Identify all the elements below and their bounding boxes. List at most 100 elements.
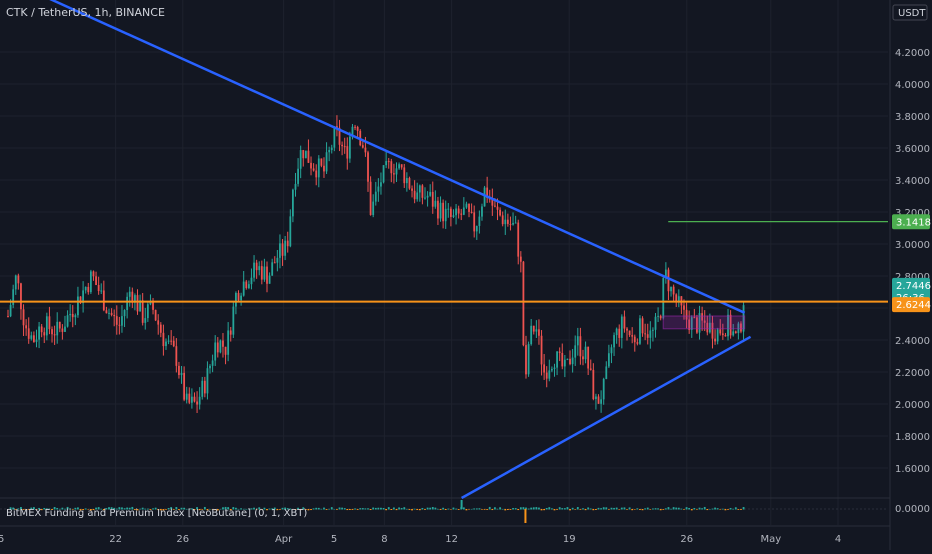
- indicator-bar: [206, 509, 209, 511]
- candle-body: [729, 314, 732, 336]
- candle-body: [69, 313, 72, 316]
- indicator-bar: [341, 507, 344, 510]
- price-axis[interactable]: 1.60001.80002.00002.20002.40002.60002.80…: [889, 0, 930, 550]
- candle-body: [235, 292, 237, 307]
- candle-body: [325, 152, 328, 172]
- price-tick-label: 1.6000: [895, 464, 930, 475]
- indicator-bar: [475, 508, 478, 510]
- indicator-bar: [659, 509, 662, 511]
- candle-body: [152, 300, 154, 310]
- indicator-bar: [229, 509, 232, 511]
- indicator-bar: [297, 507, 299, 510]
- indicator-bar: [411, 509, 413, 511]
- candle-body: [633, 336, 636, 343]
- indicator-bar: [556, 509, 558, 510]
- indicator-bar: [688, 507, 691, 510]
- indicator-bar: [504, 509, 507, 511]
- candle-body: [574, 345, 577, 358]
- indicator-bar: [416, 509, 419, 510]
- candle-body: [87, 286, 90, 293]
- candle-body: [553, 367, 556, 369]
- candle-body: [701, 313, 704, 321]
- indicator-bar: [672, 507, 675, 510]
- candle-body: [437, 200, 439, 219]
- candle-body: [89, 271, 92, 293]
- candle-body: [64, 326, 66, 332]
- indicator-bar: [121, 507, 123, 510]
- time-axis[interactable]: 15 22 26 Apr 5 8 12 19 26 May 4: [0, 525, 890, 545]
- candle-body: [716, 329, 719, 342]
- candle-body: [14, 275, 17, 290]
- time-tick-label: 8: [381, 534, 387, 545]
- candle-body: [227, 330, 230, 355]
- candle-body: [455, 208, 457, 216]
- candle-body: [714, 338, 716, 342]
- candle-body: [439, 202, 442, 219]
- candle-body: [664, 269, 667, 279]
- candle-body: [387, 161, 390, 163]
- indicator-label[interactable]: BitMEX Funding and Premium Index [NeoBut…: [6, 508, 308, 519]
- price-tick-label: 3.0000: [895, 240, 930, 251]
- price-tick-label: 2.4000: [895, 336, 930, 347]
- candle-body: [294, 183, 297, 190]
- indicator-bar: [522, 507, 525, 510]
- indicator-bar: [698, 507, 701, 510]
- candle-body: [25, 325, 28, 329]
- indicator-bar: [343, 508, 346, 510]
- indicator-bar: [424, 509, 426, 510]
- indicator-bar: [719, 509, 722, 510]
- candle-body: [22, 309, 25, 326]
- candle-body: [307, 150, 310, 163]
- indicator-bar: [377, 507, 380, 510]
- indicator-bar: [178, 509, 180, 510]
- candle-body: [247, 284, 250, 289]
- indicator-bar: [154, 507, 157, 510]
- candle-body: [652, 329, 654, 331]
- green-level-badge: [892, 214, 930, 230]
- indicator-bar: [457, 509, 460, 510]
- indicator-bar: [224, 506, 227, 510]
- indicator-bar: [395, 509, 398, 511]
- indicator-bar: [512, 508, 514, 510]
- candle-body: [121, 316, 123, 326]
- indicator-bar: [100, 508, 103, 510]
- candle-body: [180, 372, 183, 376]
- candle-body: [587, 346, 590, 369]
- support-level-badge-text: 2.6244: [896, 300, 931, 311]
- candle-body: [374, 191, 377, 202]
- candle-body: [222, 340, 224, 347]
- symbol-header[interactable]: CTK / TetherUS, 1h, BINANCE: [6, 6, 165, 19]
- candle-body: [538, 329, 540, 336]
- indicator-bar: [69, 508, 72, 510]
- candle-body: [7, 316, 9, 317]
- candle-body: [690, 317, 693, 330]
- candle-body: [517, 222, 520, 257]
- candle-body: [284, 240, 287, 256]
- candle-body: [281, 243, 284, 256]
- candle-body: [545, 372, 548, 379]
- candle-body: [693, 317, 696, 319]
- indicator-bar: [146, 508, 149, 510]
- indicator-bar: [563, 508, 566, 510]
- candle-body: [134, 295, 136, 303]
- candle-body: [468, 203, 470, 212]
- indicator-bar: [292, 509, 294, 510]
- indicator-bar: [276, 509, 279, 511]
- indicator-bar: [56, 507, 59, 510]
- candle-body: [71, 313, 74, 318]
- indicator-bar: [615, 507, 618, 510]
- candle-body: [646, 334, 649, 338]
- candle-body: [607, 353, 610, 367]
- indicator-bar: [351, 509, 354, 510]
- indicator-bar: [574, 509, 577, 510]
- indicator-bar: [525, 507, 527, 510]
- indicator-bar: [486, 509, 489, 510]
- indicator-bar: [677, 507, 680, 510]
- indicator-bar: [561, 508, 564, 510]
- indicator-bar: [724, 509, 727, 511]
- price-tick-label: 3.8000: [895, 112, 930, 123]
- indicator-bar: [89, 509, 92, 511]
